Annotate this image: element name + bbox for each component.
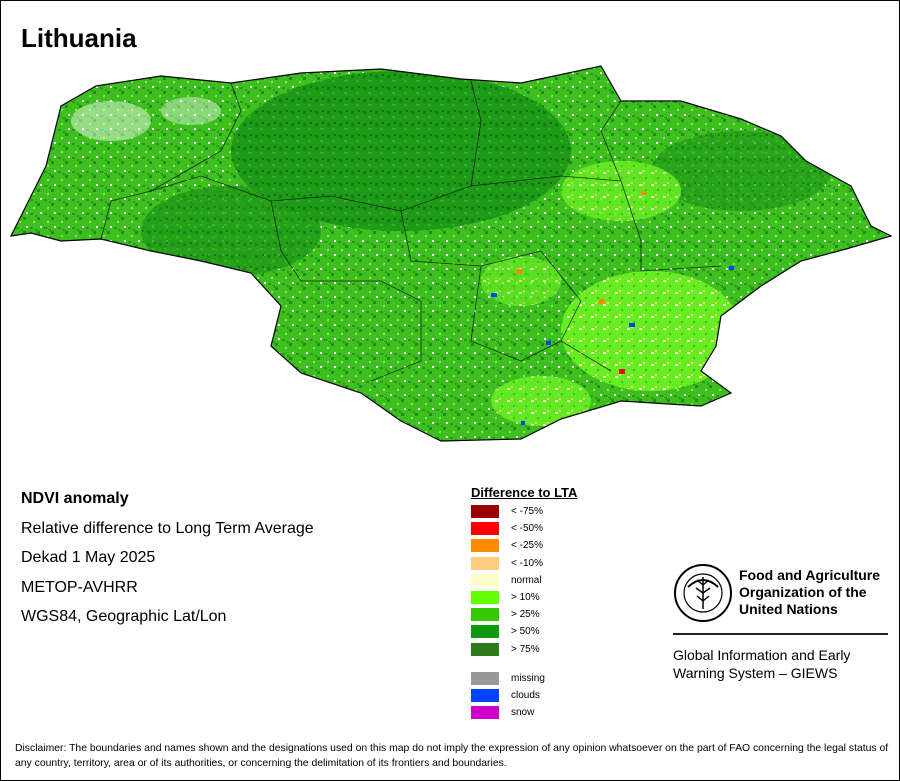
map-title: Lithuania [21,23,137,53]
fao-organization-name: Food and Agriculture Organization of the… [739,567,880,618]
legend-label: < -50% [511,523,543,535]
legend-label: > 50% [511,626,540,638]
info-line-2: Dekad 1 May 2025 [21,549,156,566]
legend-swatch [471,591,499,604]
info-line-4: WGS84, Geographic Lat/Lon [21,608,227,625]
legend-item: > 10% [471,591,540,604]
legend-label: > 10% [511,592,540,603]
legend-item: snow [471,706,535,720]
legend-swatch [471,573,499,587]
legend-swatch [471,642,499,656]
legend-swatch [471,625,499,639]
info-line-1: Relative difference to Long Term Average [21,519,314,537]
legend-swatch [471,689,499,702]
legend-label: > 75% [511,643,540,655]
giews-name: Global Information and Early Warning Sys… [673,646,850,682]
legend-item: < -10% [471,556,543,570]
fao-name-line-3: United Nations [739,601,838,617]
legend-item: missing [471,671,545,685]
map-info: NDVI anomaly Relative difference to Long… [21,489,314,637]
fao-name-line-2: Organization of the [739,584,867,600]
legend-item: > 50% [471,625,540,639]
giews-line-1: Global Information and Early [673,647,851,663]
legend-item: < -25% [471,539,543,553]
legend-swatch [471,556,499,570]
legend-swatch [471,505,499,518]
legend-item: normal [471,573,542,587]
legend-item: < -75% [471,505,543,518]
legend-label: normal [511,574,542,586]
legend: Difference to LTA < -75% < -50% < -25% < -1… [471,485,578,720]
legend-label: > 25% [511,609,540,621]
legend-label: missing [511,672,545,684]
legend-label: clouds [511,690,540,701]
legend-swatch [471,522,499,536]
legend-swatch [471,539,499,553]
giews-line-2: Warning System – GIEWS [673,665,838,681]
ndvi-anomaly-map [10,65,892,442]
info-line-3: METOP-AVHRR [21,578,138,596]
legend-item: clouds [471,689,540,702]
legend-swatch [471,671,499,685]
fao-divider [673,633,888,635]
legend-label: < -10% [511,557,543,569]
legend-label: < -25% [511,540,543,552]
fao-logo [674,564,732,622]
legend-label: < -75% [511,506,543,517]
fao-name-line-1: Food and Agriculture [739,567,881,583]
disclaimer: Disclaimer: The boundaries and names sho… [15,743,889,769]
legend-item: < -50% [471,522,543,536]
legend-label: snow [511,707,535,719]
legend-swatch [471,608,499,622]
legend-item: > 75% [471,642,540,656]
legend-title: Difference to LTA [471,485,578,500]
info-heading: NDVI anomaly [21,490,129,507]
legend-item: > 25% [471,608,540,622]
legend-swatch [471,706,499,720]
